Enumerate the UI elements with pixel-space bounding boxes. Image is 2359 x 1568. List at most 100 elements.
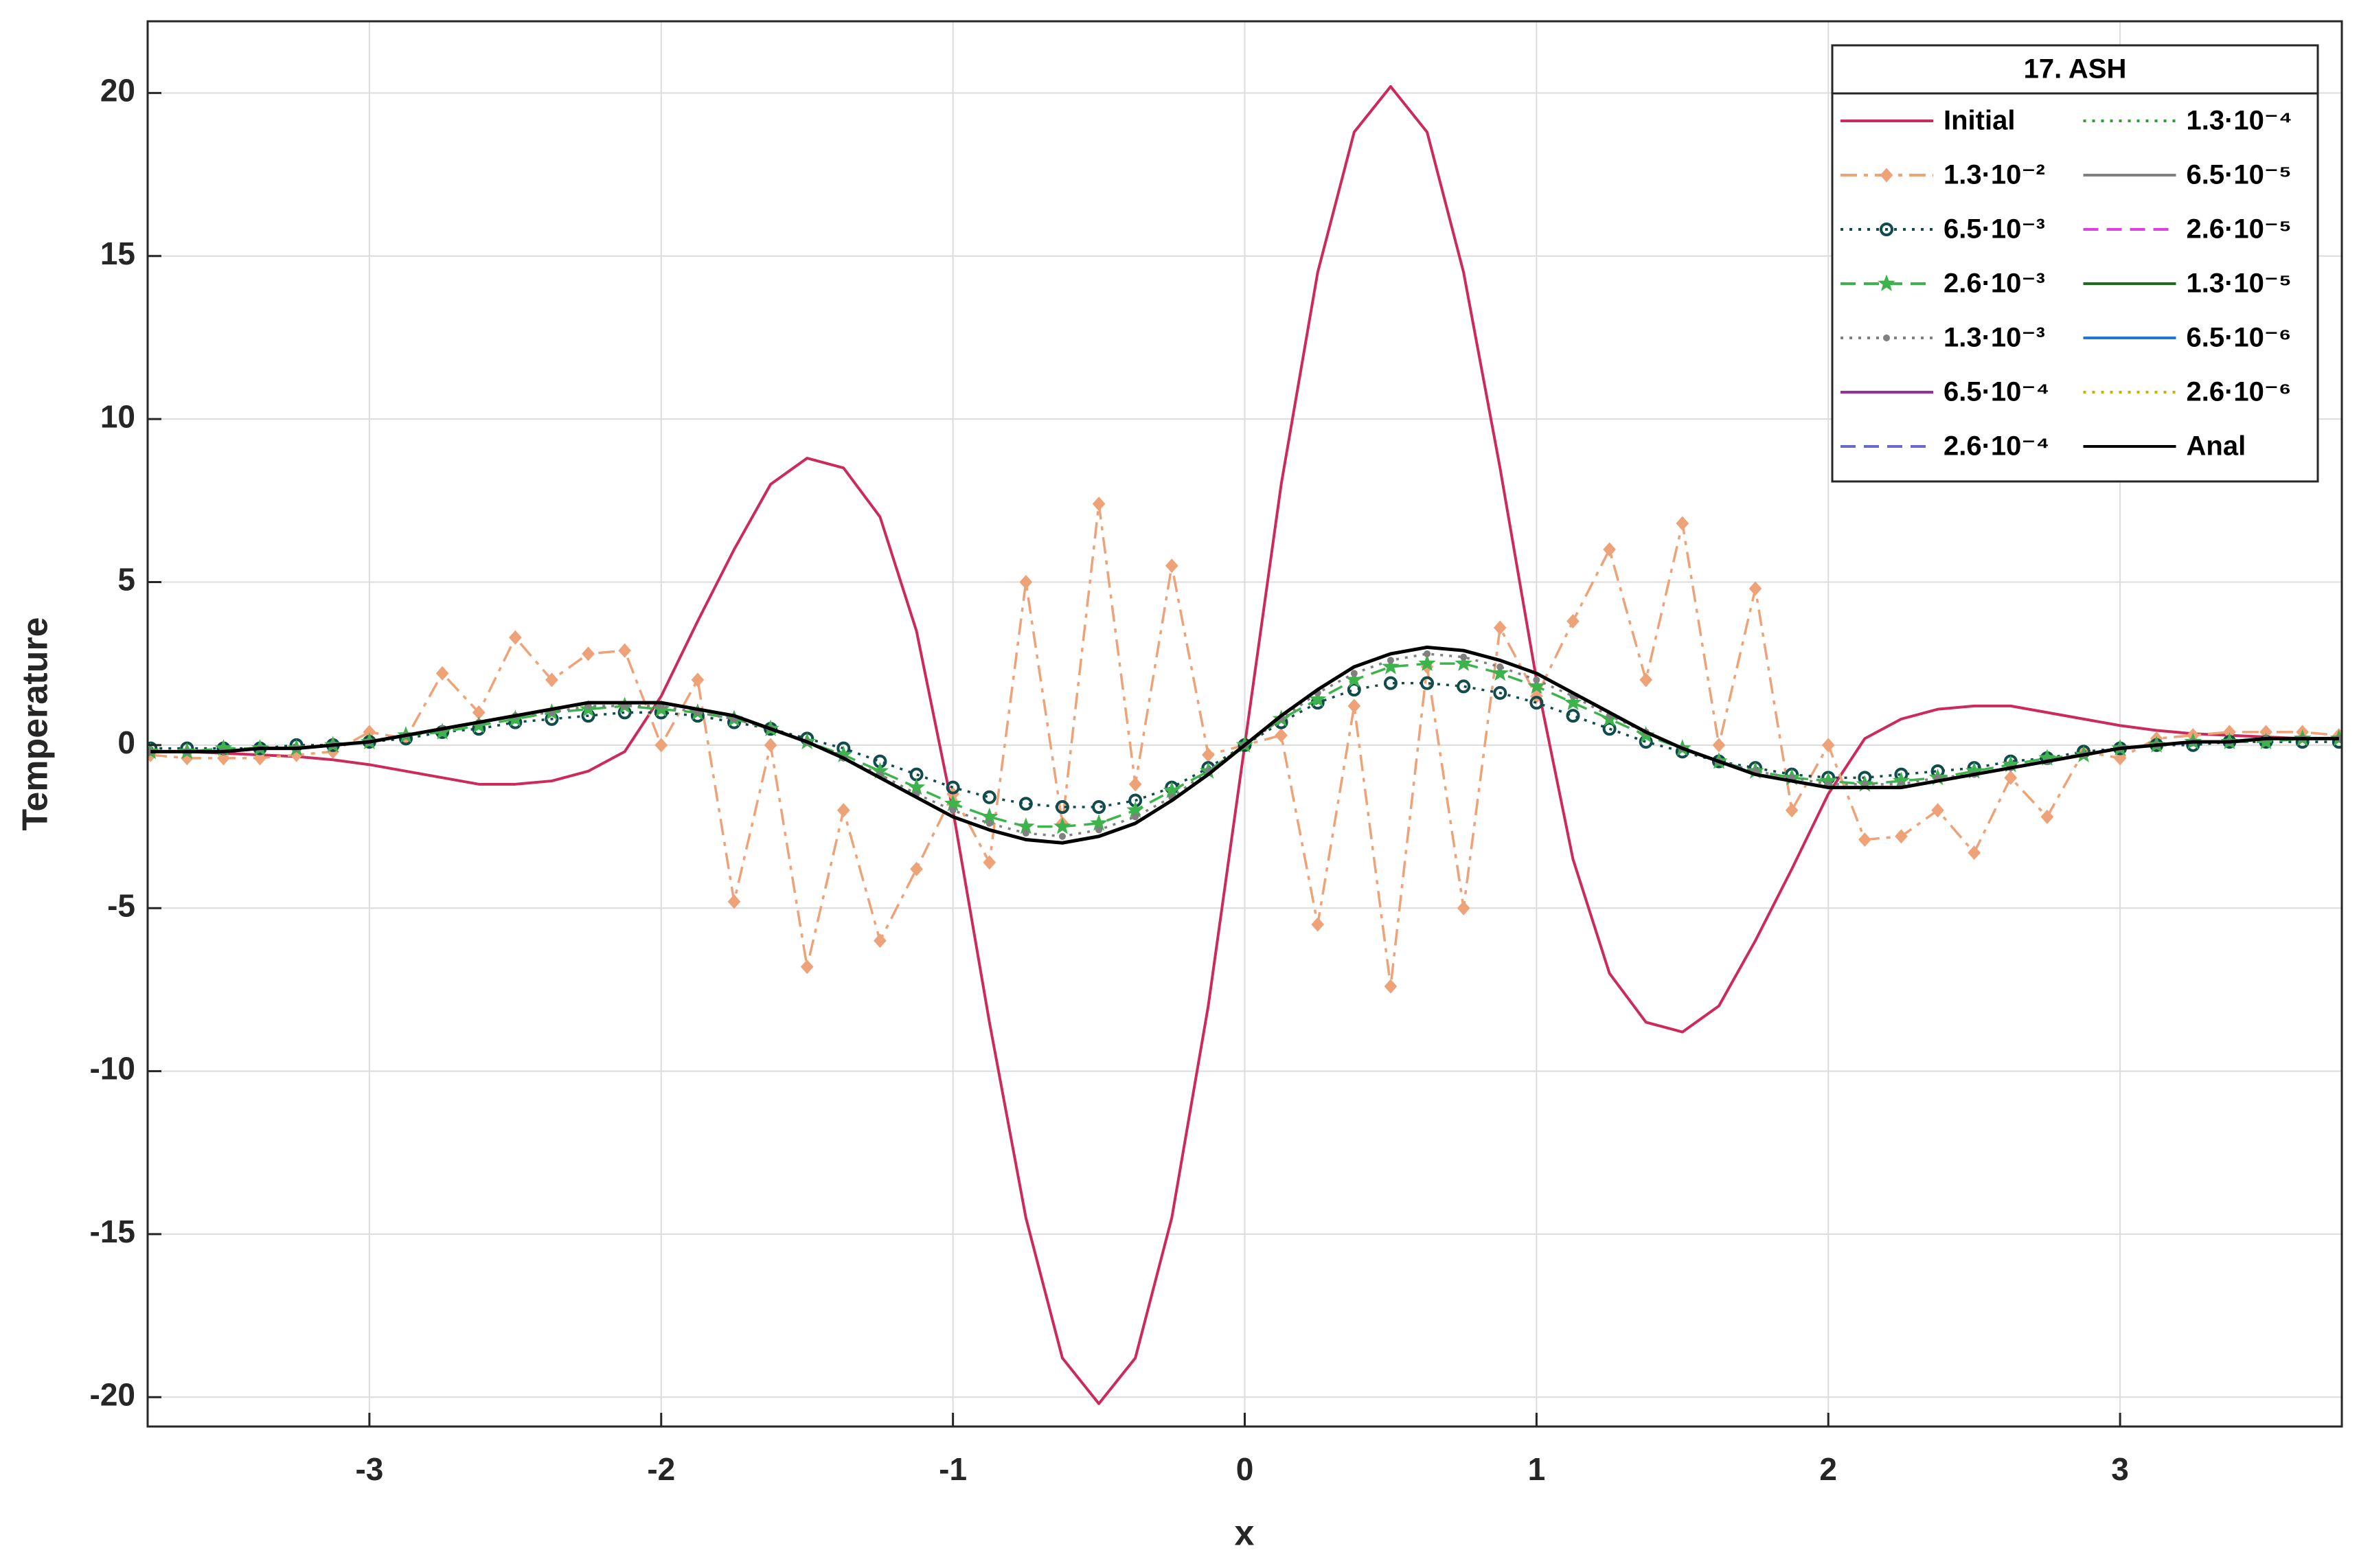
marker xyxy=(253,751,266,766)
marker xyxy=(982,790,996,804)
marker xyxy=(1387,657,1394,664)
y-tick-label: -5 xyxy=(107,887,135,923)
legend-label: 6.5·10⁻³ xyxy=(1944,214,2045,245)
marker xyxy=(1639,672,1653,688)
marker xyxy=(1491,663,1509,681)
marker xyxy=(727,894,741,909)
y-tick-label: -10 xyxy=(90,1051,135,1087)
marker xyxy=(985,819,993,827)
x-tick-label: 3 xyxy=(2111,1451,2129,1487)
marker xyxy=(582,646,595,661)
legend-label: 1.3·10⁻³ xyxy=(1944,323,2045,353)
marker xyxy=(874,933,887,948)
marker xyxy=(654,738,668,753)
marker xyxy=(1493,685,1507,700)
marker xyxy=(508,630,522,645)
y-tick-label: -15 xyxy=(90,1214,135,1249)
marker xyxy=(1019,574,1033,590)
marker xyxy=(1311,917,1325,932)
marker xyxy=(1566,613,1580,628)
marker xyxy=(1785,803,1799,818)
marker xyxy=(1347,698,1361,714)
legend-label: 2.6·10⁻⁴ xyxy=(1944,431,2049,462)
marker xyxy=(435,666,449,681)
x-tick-label: -3 xyxy=(355,1451,383,1487)
marker xyxy=(1603,542,1616,557)
marker xyxy=(800,959,814,975)
marker xyxy=(1496,663,1504,670)
legend-label: 1.3·10⁻⁵ xyxy=(2187,269,2292,299)
marker xyxy=(1566,709,1580,723)
x-tick-label: 1 xyxy=(1528,1451,1546,1487)
series-line xyxy=(150,645,2339,845)
x-tick-label: -2 xyxy=(647,1451,675,1487)
legend-label: Anal xyxy=(2187,431,2246,462)
marker xyxy=(2004,770,2018,785)
marker xyxy=(1275,728,1288,743)
marker xyxy=(1092,497,1106,512)
marker xyxy=(949,806,957,814)
x-tick-label: -1 xyxy=(939,1451,967,1487)
marker xyxy=(1095,826,1103,834)
marker xyxy=(983,855,996,870)
grid xyxy=(148,21,2342,1427)
marker xyxy=(1018,797,1033,811)
marker xyxy=(1880,168,1893,183)
marker xyxy=(1676,516,1689,531)
marker xyxy=(1878,274,1895,291)
marker xyxy=(1382,657,1400,674)
marker xyxy=(2113,751,2127,766)
marker xyxy=(1895,829,1908,844)
marker xyxy=(1883,334,1890,341)
marker xyxy=(1132,813,1139,821)
marker xyxy=(1493,620,1507,635)
marker xyxy=(1165,558,1178,573)
legend-label: 1.3·10⁻⁴ xyxy=(2187,106,2292,136)
x-tick-label: 0 xyxy=(1236,1451,1254,1487)
marker xyxy=(1384,979,1398,994)
marker xyxy=(1092,800,1106,815)
y-tick-label: 0 xyxy=(117,725,135,760)
marker xyxy=(1457,679,1471,694)
legend-label: Initial xyxy=(1944,106,2015,136)
marker xyxy=(1420,676,1435,690)
marker xyxy=(1022,830,1029,837)
marker xyxy=(910,861,923,876)
legend-label: 2.6·10⁻³ xyxy=(1944,269,2045,299)
marker xyxy=(1602,722,1617,736)
marker xyxy=(545,672,558,688)
marker xyxy=(1529,696,1544,710)
marker xyxy=(217,751,230,766)
marker xyxy=(1931,803,1944,818)
legend-label: 2.6·10⁻⁵ xyxy=(2187,214,2292,245)
legend-box xyxy=(1831,44,2319,483)
marker xyxy=(2040,809,2054,824)
marker xyxy=(1455,654,1472,672)
marker xyxy=(1383,676,1398,690)
marker xyxy=(1418,654,1436,672)
legend-label: 6.5·10⁻⁵ xyxy=(2187,160,2292,190)
legend-label: 1.3·10⁻² xyxy=(1944,160,2045,190)
marker xyxy=(946,780,960,795)
marker xyxy=(1880,223,1893,236)
legend: 17. ASH Initial 1.3·10⁻² 6.5·10⁻³ 2.6·10⁻³ 1.… xyxy=(1831,44,2319,483)
marker xyxy=(1968,845,1981,861)
marker xyxy=(1055,800,1069,815)
marker xyxy=(1564,693,1582,711)
marker xyxy=(1347,683,1361,697)
legend-label: 2.6·10⁻⁶ xyxy=(2187,377,2292,407)
marker xyxy=(1053,817,1071,834)
marker xyxy=(1128,777,1142,792)
marker xyxy=(1424,650,1431,657)
y-tick-label: 10 xyxy=(100,398,135,434)
legend-label: 6.5·10⁻⁴ xyxy=(1944,377,2049,407)
legend-title: 17. ASH xyxy=(2024,54,2127,84)
legend-label: 6.5·10⁻⁶ xyxy=(2187,323,2292,353)
marker xyxy=(764,738,777,753)
marker xyxy=(836,803,850,818)
marker xyxy=(1350,670,1358,677)
y-tick-label: -20 xyxy=(90,1376,135,1412)
plot-area xyxy=(148,84,2342,1405)
